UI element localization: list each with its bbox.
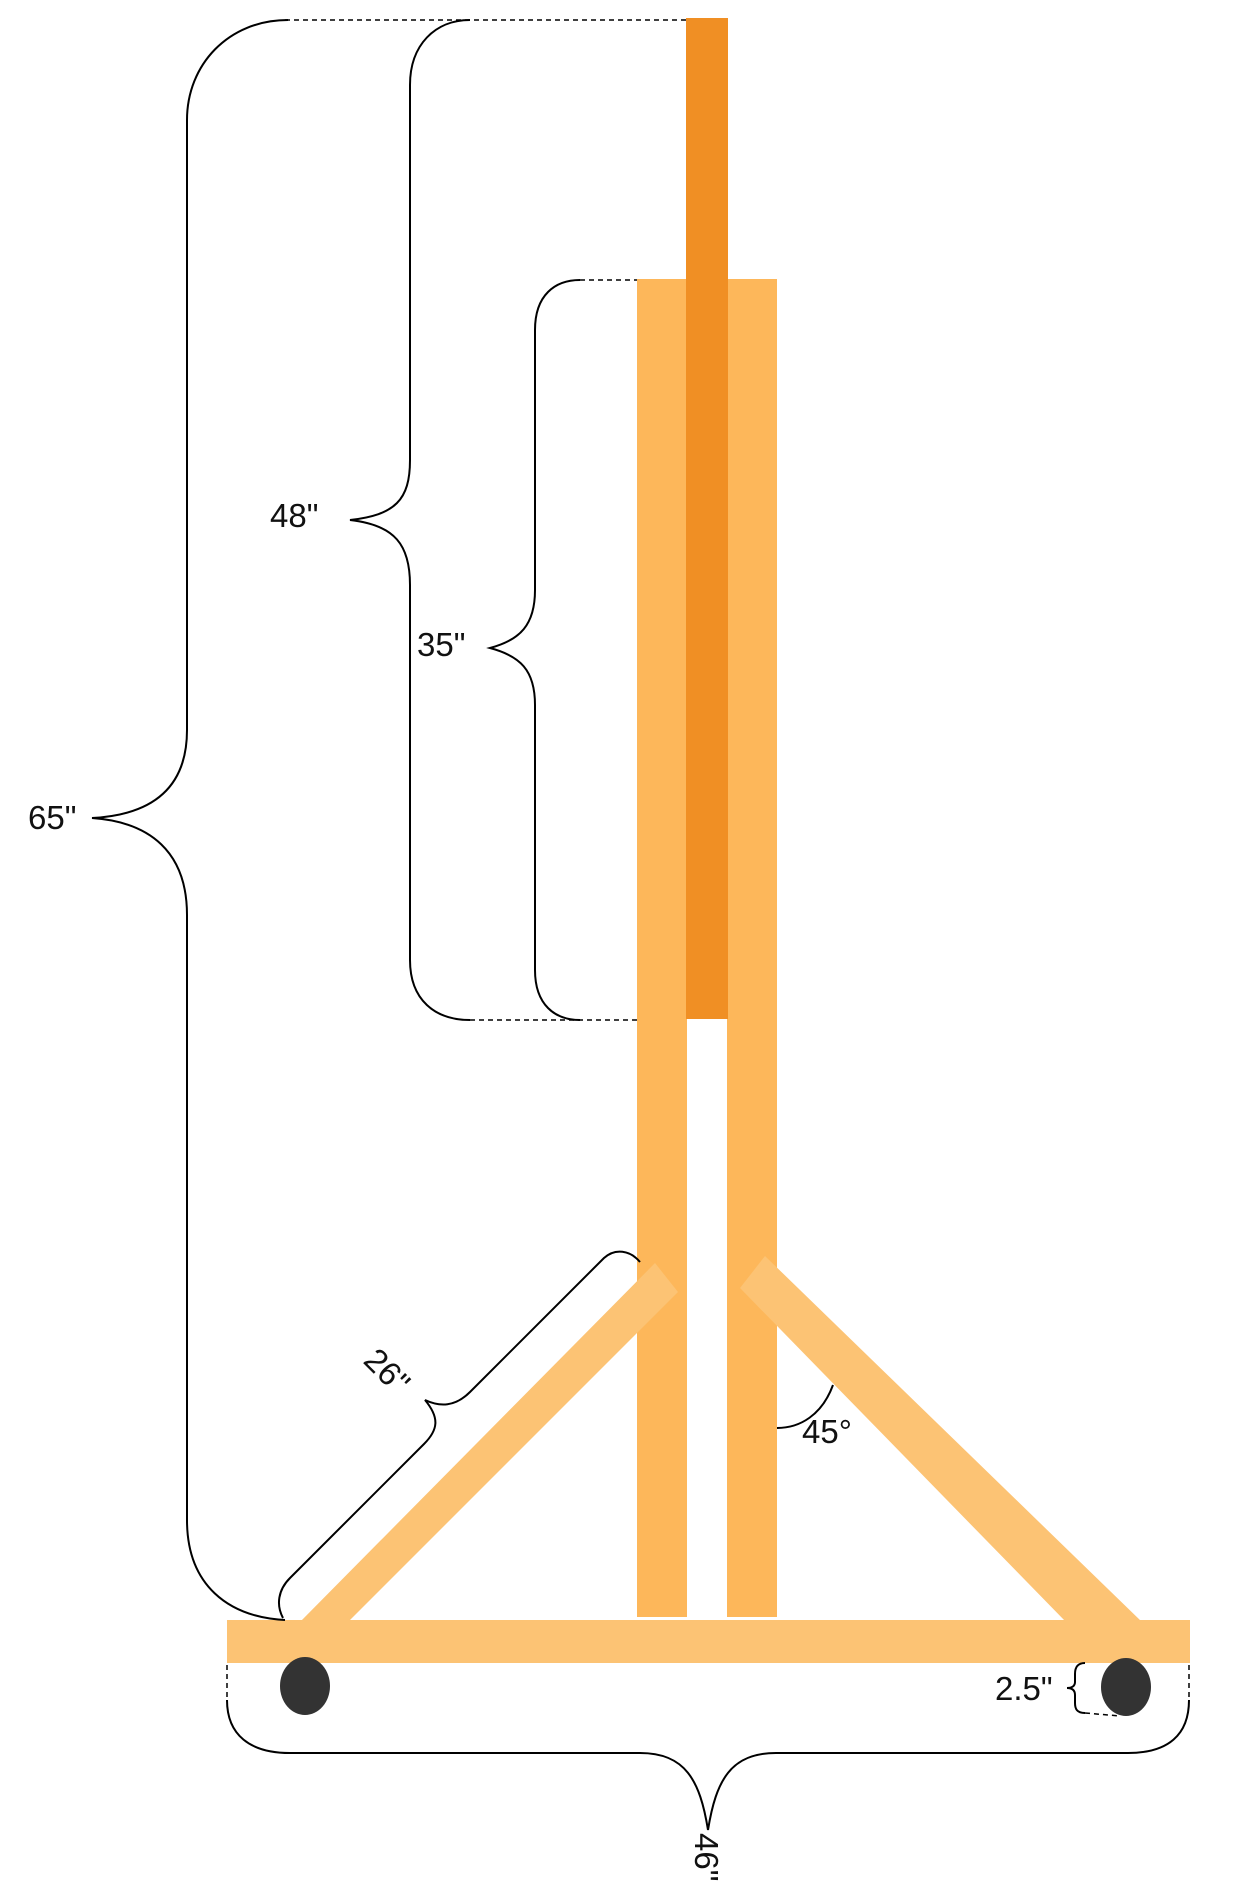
upright-height-brace [486, 279, 581, 1021]
base-beam [227, 1620, 1190, 1663]
brace-length-brace [277, 1250, 641, 1619]
total-height-label: 65" [28, 799, 76, 836]
brace-angle-arc [776, 1384, 834, 1429]
left-wheel [280, 1657, 330, 1715]
right-diagonal-brace [740, 1256, 1142, 1622]
brace-angle-label: 45° [802, 1413, 852, 1450]
base-width-brace [226, 1699, 1190, 1831]
right-upright [727, 279, 777, 1617]
sliding-mast [686, 18, 728, 1019]
wheel-offset-label: 2.5" [995, 1670, 1053, 1707]
upright-height-label: 35" [417, 626, 465, 663]
mast-height-label: 48" [270, 497, 318, 534]
mast-height-brace [349, 19, 471, 1021]
total-height-brace [91, 19, 289, 1621]
wheel-bottom-extension-line [1084, 1712, 1121, 1717]
left-diagonal-brace [298, 1263, 678, 1624]
brace-length-label: 26" [357, 1341, 417, 1401]
right-wheel [1101, 1658, 1151, 1716]
left-upright [637, 279, 687, 1617]
wheel-offset-brace [1066, 1662, 1086, 1714]
base-width-label: 46" [688, 1833, 725, 1881]
